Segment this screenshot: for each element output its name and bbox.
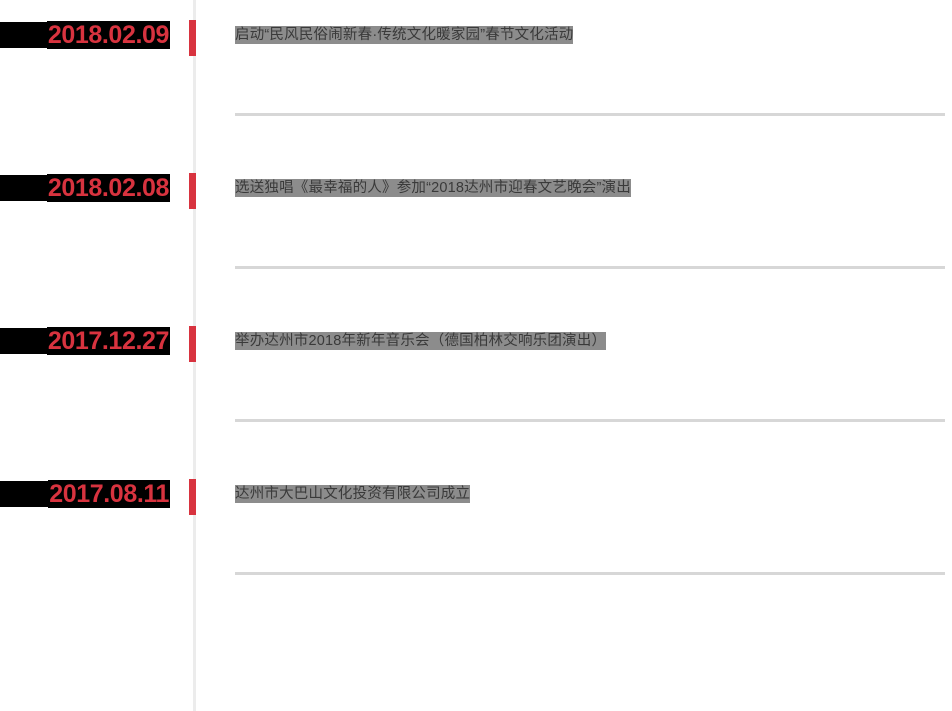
timeline-entry-description: 举办达州市2018年新年音乐会（德国柏林交响乐团演出） (235, 330, 607, 352)
timeline-entry-divider (235, 419, 945, 422)
timeline-entry-body: 选送独唱《最幸福的人》参加“2018达州市迎春文艺晚会”演出 (235, 153, 945, 306)
timeline-entry-marker (189, 20, 196, 56)
timeline-entry-description-text: 选送独唱《最幸福的人》参加“2018达州市迎春文艺晚会”演出 (235, 179, 631, 197)
timeline-entry-description-text: 达州市大巴山文化投资有限公司成立 (235, 485, 471, 503)
timeline-entry-description: 达州市大巴山文化投资有限公司成立 (235, 483, 471, 505)
timeline-entry-body: 举办达州市2018年新年音乐会（德国柏林交响乐团演出） (235, 306, 945, 459)
timeline-entry-divider (235, 266, 945, 269)
timeline-entry-description: 启动“民风民俗闹新春·传统文化暖家园”春节文化活动 (235, 24, 574, 46)
timeline-entry-date: 2017.12.27 (0, 327, 170, 355)
timeline-entry[interactable]: 2018.02.08 选送独唱《最幸福的人》参加“2018达州市迎春文艺晚会”演… (0, 153, 952, 306)
timeline-entry-description-text: 举办达州市2018年新年音乐会（德国柏林交响乐团演出） (235, 332, 607, 350)
timeline-entry-date-text: 2018.02.09 (46, 21, 170, 49)
timeline-entry-marker (189, 173, 196, 209)
timeline-entry-body: 启动“民风民俗闹新春·传统文化暖家园”春节文化活动 (235, 0, 945, 153)
timeline-entry-body: 达州市大巴山文化投资有限公司成立 (235, 459, 945, 612)
timeline-entry-description: 选送独唱《最幸福的人》参加“2018达州市迎春文艺晚会”演出 (235, 177, 631, 199)
timeline-entry-marker (189, 326, 196, 362)
timeline-entry[interactable]: 2018.02.09 启动“民风民俗闹新春·传统文化暖家园”春节文化活动 (0, 0, 952, 153)
timeline-entry-divider (235, 572, 945, 575)
timeline-entry-date-text: 2018.02.08 (46, 174, 170, 202)
timeline-entry[interactable]: 2017.08.11 达州市大巴山文化投资有限公司成立 (0, 459, 952, 612)
timeline-entry-marker (189, 479, 196, 515)
timeline-entry-date-text: 2017.12.27 (46, 327, 170, 355)
timeline-entry-date-text: 2017.08.11 (48, 480, 170, 508)
timeline-entry-divider (235, 113, 945, 116)
timeline-entry-description-text: 启动“民风民俗闹新春·传统文化暖家园”春节文化活动 (235, 26, 574, 44)
timeline-entry-date: 2017.08.11 (0, 480, 170, 508)
timeline-entry[interactable]: 2017.12.27 举办达州市2018年新年音乐会（德国柏林交响乐团演出） (0, 306, 952, 459)
timeline-entry-date: 2018.02.08 (0, 174, 170, 202)
timeline-entry-date: 2018.02.09 (0, 21, 170, 49)
